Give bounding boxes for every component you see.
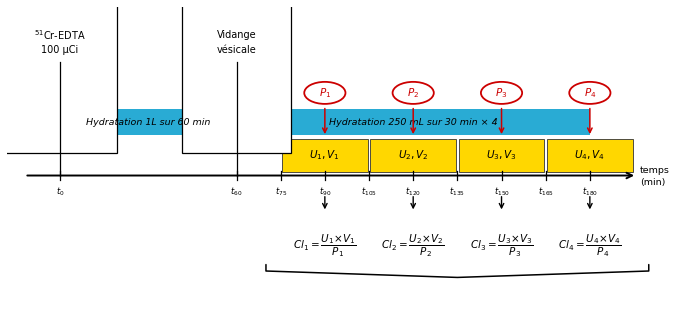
Text: $^{51}$Cr-EDTA: $^{51}$Cr-EDTA — [34, 28, 86, 41]
Text: $Cl_3 =\dfrac{U_3\!\times\!V_3}{P_3}$: $Cl_3 =\dfrac{U_3\!\times\!V_3}{P_3}$ — [470, 232, 534, 259]
Text: $P_1$: $P_1$ — [319, 86, 331, 100]
Ellipse shape — [393, 82, 434, 104]
Bar — [60, 110, 237, 135]
Bar — [237, 110, 590, 135]
Text: $U_3, V_3$: $U_3, V_3$ — [486, 148, 517, 162]
Text: $t_{150}$: $t_{150}$ — [493, 186, 510, 198]
Text: $U_1, V_1$: $U_1, V_1$ — [309, 148, 341, 162]
Text: $Cl_1 =\dfrac{U_1\!\times\!V_1}{P_1}$: $Cl_1 =\dfrac{U_1\!\times\!V_1}{P_1}$ — [293, 232, 356, 259]
Text: Hydratation 1L sur 60 min: Hydratation 1L sur 60 min — [86, 118, 211, 127]
Text: temps: temps — [640, 166, 670, 175]
Ellipse shape — [569, 82, 611, 104]
Text: $P_4$: $P_4$ — [583, 86, 596, 100]
FancyBboxPatch shape — [3, 0, 117, 154]
Text: Hydratation 250 mL sur 30 min × 4: Hydratation 250 mL sur 30 min × 4 — [329, 118, 497, 127]
Ellipse shape — [481, 82, 522, 104]
Text: $Cl_2 =\dfrac{U_2\!\times\!V_2}{P_2}$: $Cl_2 =\dfrac{U_2\!\times\!V_2}{P_2}$ — [382, 232, 445, 259]
Text: $t_{165}$: $t_{165}$ — [538, 186, 553, 198]
Text: $Cl_4 =\dfrac{U_4\!\times\!V_4}{P_4}$: $Cl_4 =\dfrac{U_4\!\times\!V_4}{P_4}$ — [558, 232, 622, 259]
Text: 100 μCi: 100 μCi — [41, 45, 79, 55]
Bar — [371, 139, 456, 172]
Ellipse shape — [304, 82, 345, 104]
Text: (min): (min) — [640, 178, 666, 187]
Bar — [459, 139, 544, 172]
FancyBboxPatch shape — [182, 0, 291, 154]
Text: $P_3$: $P_3$ — [495, 86, 508, 100]
Text: vésicale: vésicale — [217, 45, 256, 55]
Text: $P_2$: $P_2$ — [407, 86, 419, 100]
Text: $t_0$: $t_0$ — [55, 186, 64, 198]
Text: Vidange: Vidange — [217, 30, 256, 39]
Text: $U_4, V_4$: $U_4, V_4$ — [575, 148, 605, 162]
Text: $t_{90}$: $t_{90}$ — [319, 186, 331, 198]
Text: $t_{120}$: $t_{120}$ — [405, 186, 421, 198]
Bar — [547, 139, 633, 172]
Text: $t_{105}$: $t_{105}$ — [361, 186, 377, 198]
Bar — [282, 139, 367, 172]
Text: $t_{180}$: $t_{180}$ — [582, 186, 598, 198]
Text: $U_2, V_2$: $U_2, V_2$ — [398, 148, 429, 162]
Text: $t_{60}$: $t_{60}$ — [231, 186, 243, 198]
Text: $t_{75}$: $t_{75}$ — [274, 186, 287, 198]
Text: $t_{135}$: $t_{135}$ — [449, 186, 465, 198]
